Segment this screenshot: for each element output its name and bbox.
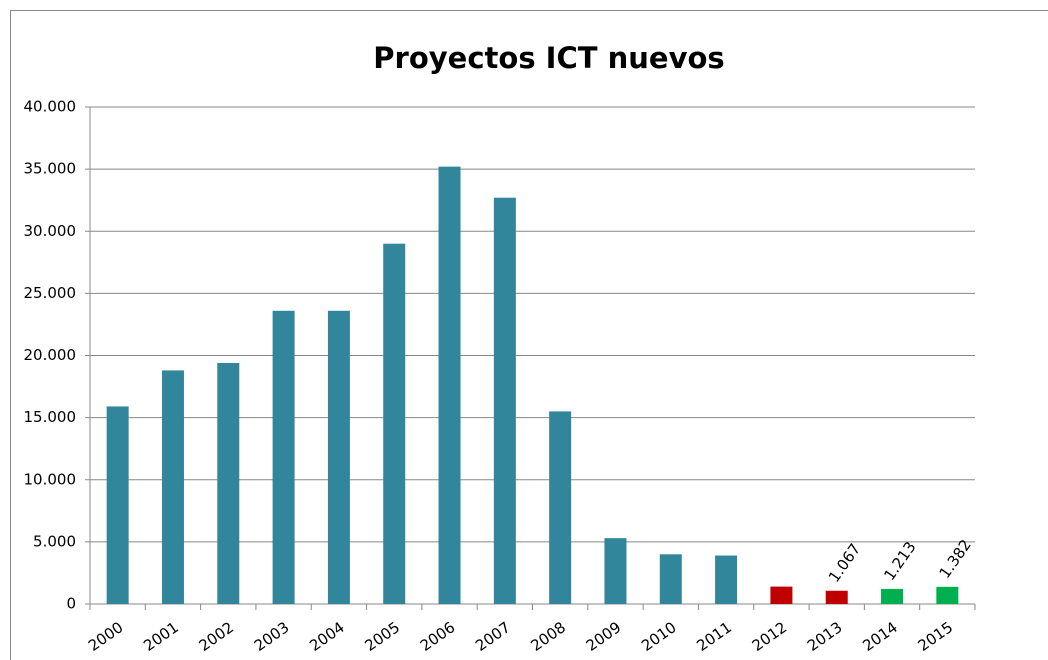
chart-title: Proyectos ICT nuevos [373,41,724,75]
y-tick-label: 20.000 [24,346,77,364]
bar [825,590,848,604]
bar [549,411,572,604]
bar [715,555,738,604]
y-tick-label: 15.000 [24,408,77,426]
bar [106,406,129,604]
bar [383,243,406,605]
bar [161,370,184,604]
bar [272,310,295,604]
y-tick-label: 25.000 [24,284,77,302]
bar [881,588,904,604]
bar [770,586,793,604]
bar [438,166,461,604]
y-tick-label: 35.000 [24,160,77,178]
bar [659,554,682,604]
bar [604,538,627,604]
y-tick-label: 40.000 [24,98,77,116]
y-tick-label: 0 [66,595,76,613]
y-tick-label: 10.000 [24,470,77,488]
bar [217,362,240,604]
bar [493,197,516,604]
bar [327,310,350,604]
bar [936,586,959,604]
y-tick-label: 30.000 [24,222,77,240]
y-tick-label: 5.000 [33,532,76,550]
